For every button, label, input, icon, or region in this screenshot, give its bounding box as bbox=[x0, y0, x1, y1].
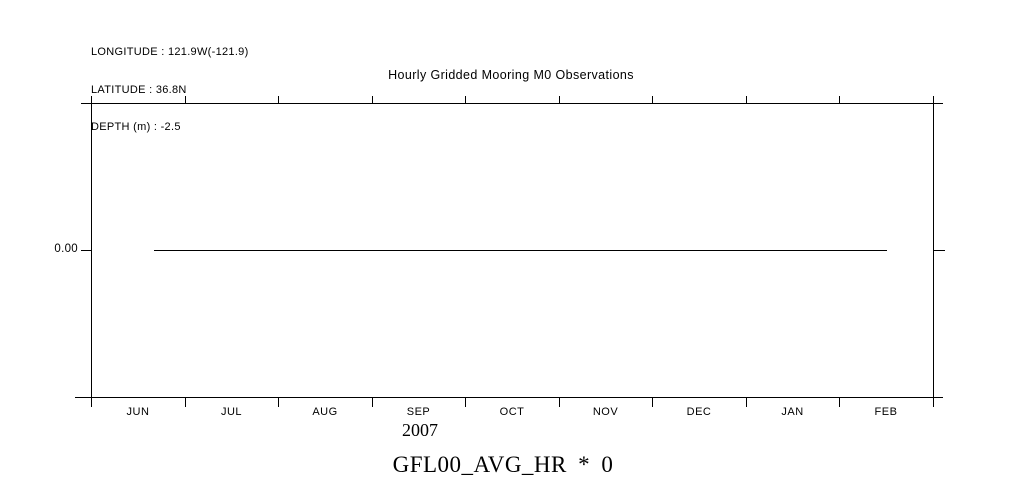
chart-title: Hourly Gridded Mooring M0 Observations bbox=[388, 68, 634, 82]
x-tick-label-nov: NOV bbox=[592, 406, 619, 418]
axis-right-line bbox=[933, 97, 934, 403]
x-tick-bottom bbox=[746, 397, 747, 407]
x-tick-label-jun: JUN bbox=[126, 406, 150, 418]
x-tick-top bbox=[91, 96, 92, 103]
x-tick-bottom bbox=[185, 397, 186, 407]
x-tick-label-aug: AUG bbox=[312, 406, 338, 418]
x-tick-top bbox=[559, 96, 560, 103]
data-line-series bbox=[154, 249, 887, 251]
x-tick-label-jul: JUL bbox=[220, 406, 243, 418]
x-tick-bottom bbox=[839, 397, 840, 407]
depth-label: DEPTH (m) : -2.5 bbox=[91, 121, 181, 133]
x-tick-label-dec: DEC bbox=[686, 406, 712, 418]
latitude-label: LATITUDE : 36.8N bbox=[91, 83, 187, 96]
longitude-label: LONGITUDE : 121.9W(-121.9) bbox=[91, 46, 249, 58]
y-tick-left bbox=[81, 250, 91, 251]
x-tick-bottom bbox=[465, 397, 466, 407]
x-tick-bottom bbox=[559, 397, 560, 407]
x-tick-top bbox=[839, 96, 840, 103]
x-tick-top bbox=[185, 96, 186, 103]
x-tick-label-jan: JAN bbox=[781, 406, 804, 418]
x-tick-top bbox=[746, 96, 747, 103]
x-tick-top bbox=[465, 96, 466, 103]
axis-bottom-line bbox=[75, 397, 943, 398]
x-tick-bottom bbox=[91, 397, 92, 407]
x-tick-label-oct: OCT bbox=[499, 406, 525, 418]
x-axis-year-label: 2007 bbox=[402, 420, 438, 440]
series-caption: GFL00_AVG_HR * 0 bbox=[392, 452, 614, 477]
x-tick-label-feb: FEB bbox=[874, 406, 898, 418]
axis-top-line bbox=[81, 103, 943, 104]
x-tick-top bbox=[933, 96, 934, 103]
x-tick-bottom bbox=[933, 397, 934, 407]
x-tick-label-sep: SEP bbox=[406, 406, 431, 418]
x-tick-bottom bbox=[372, 397, 373, 407]
x-tick-bottom bbox=[652, 397, 653, 407]
metadata-block: LONGITUDE : 121.9W(-121.9) LATITUDE : 36… bbox=[91, 21, 249, 159]
x-tick-top bbox=[652, 96, 653, 103]
y-tick-label: 0.00 bbox=[54, 243, 78, 255]
x-tick-top bbox=[372, 96, 373, 103]
y-tick-right bbox=[934, 250, 945, 251]
x-tick-top bbox=[278, 96, 279, 103]
axis-left-line bbox=[91, 97, 92, 403]
x-tick-bottom bbox=[278, 397, 279, 407]
